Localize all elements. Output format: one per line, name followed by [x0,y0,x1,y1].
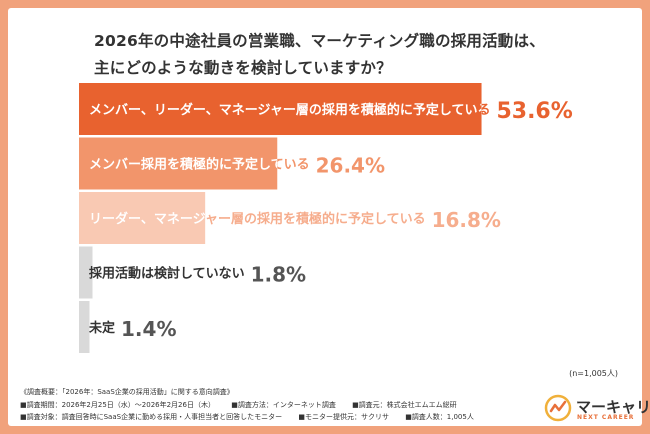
category-label-1-outside: メンバー採用を積極的に予定している [89,157,310,173]
category-label-2-overlay: リーダー、マネージャー層の採用を積極的に予定している [89,211,426,227]
category-label-0-outside: メンバー、リーダー、マネージャー層の採用を積極的に予定している [89,102,490,118]
value-label-0: 53.6% [496,99,572,124]
footer-org: ■調査元：株式会社エムエム総研 [352,400,457,409]
title-line-2: 主にどのような動きを検討していますか？ [94,59,392,77]
category-label-0: メンバー、リーダー、マネージャー層の採用を積極的に予定している [89,102,490,118]
bar-4 [79,301,90,353]
value-label-3: 1.8% [251,263,306,287]
bar-0 [79,83,482,135]
footer-method: ■調査方法：インターネット調査 [231,400,336,409]
footer-provider: ■モニター提供元：サクリサ [298,413,389,421]
bar-chart: メンバー、リーダー、マネージャー層の採用を積極的に予定している 53.6% メンバー… [79,83,573,353]
logo-mark-icon [544,394,572,422]
sample-size-note: (n=1,005人) [569,369,618,378]
bar-1 [79,137,278,190]
footer-count: ■調査人数：1,005人 [405,413,474,421]
survey-footer: 《調査概要：「2026年：SaaS企業の採用活動」に関する意向調査》 ■調査期間… [20,386,540,424]
chart-card: 2026年の中途社員の営業職、マーケティング職の採用活動は、 主にどのような動き… [8,8,650,426]
category-label-4: 未定 [88,320,115,336]
value-label-4: 1.4% [121,317,176,341]
brand-logo: マーキャリ NEXT CAREER [544,394,650,424]
category-label-2: リーダー、マネージャー層の採用を積極的に予定している [89,211,426,227]
footer-target: ■調査対象：調査回答時にSaaS企業に勤める採用・人事担当者と回答したモニター [20,413,283,421]
chart-title: 2026年の中途社員の営業職、マーケティング職の採用活動は、 主にどのような動き… [94,28,614,82]
footer-period: ■調査期間：2026年2月25日（水）〜2026年2月26日（木） [20,400,215,409]
bar-2 [79,192,206,244]
category-label-3: 採用活動は検討していない [89,266,245,282]
category-label-1: メンバー採用を積極的に予定している [89,157,310,173]
bar-3 [79,246,93,299]
footer-header: 《調査概要：「2026年：SaaS企業の採用活動」に関する意向調査》 [20,388,234,396]
logo-name: マーキャリ [576,398,650,416]
value-label-2: 16.8% [432,208,501,232]
value-label-1: 26.4% [316,154,385,178]
logo-sub: NEXT CAREER [577,414,635,421]
title-line-1: 2026年の中途社員の営業職、マーケティング職の採用活動は、 [94,32,545,50]
